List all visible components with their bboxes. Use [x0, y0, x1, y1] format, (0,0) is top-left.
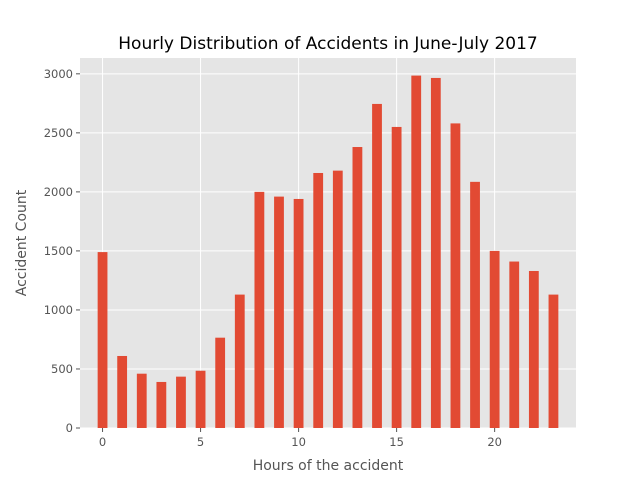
- y-tick-label: 1500: [44, 244, 73, 258]
- bar-hour-23: [548, 294, 559, 428]
- y-tick-label: 500: [51, 362, 73, 376]
- x-tick-label: 20: [487, 435, 502, 449]
- bar-hour-22: [528, 270, 539, 428]
- y-axis-label: Accident Count: [14, 189, 30, 296]
- bar-hour-19: [470, 181, 480, 428]
- bar-hour-15: [391, 126, 402, 429]
- y-tick-label: 3000: [44, 67, 73, 81]
- tick-layer: 0 500 1000 1500 2000 2500 3000 0 5 10 15 20: [44, 67, 502, 449]
- bar-hour-6: [215, 337, 226, 428]
- bar-hour-21: [509, 261, 520, 428]
- x-tick-label: 0: [99, 435, 106, 449]
- bar-hour-13: [352, 147, 363, 429]
- bar-hour-18: [450, 123, 461, 428]
- plot-area: [80, 58, 576, 428]
- bar-hour-8: [254, 191, 265, 428]
- bar-hour-3: [156, 381, 167, 428]
- chart-title: Hourly Distribution of Accidents in June…: [118, 34, 537, 54]
- bar-hour-4: [176, 376, 186, 428]
- bar-hour-20: [489, 250, 500, 428]
- x-axis-label: Hours of the accident: [253, 458, 404, 474]
- bar-hour-16: [411, 75, 422, 428]
- bar-hour-2: [136, 373, 147, 428]
- bar-hour-0: [97, 252, 108, 428]
- y-tick-label: 2500: [44, 126, 73, 140]
- bar-hour-12: [332, 170, 343, 429]
- x-tick-label: 5: [197, 435, 204, 449]
- y-tick-label: 0: [66, 421, 73, 435]
- bar-hour-11: [313, 172, 324, 428]
- bar-hour-10: [293, 198, 304, 428]
- bar-layer: [97, 75, 559, 429]
- bar-hour-5: [195, 370, 206, 428]
- bar-hour-7: [234, 294, 245, 428]
- y-tick-label: 1000: [44, 303, 73, 317]
- bar-hour-9: [274, 196, 284, 428]
- y-tick-label: 2000: [44, 185, 73, 199]
- bar-hour-17: [430, 77, 441, 428]
- bar-hour-14: [372, 103, 382, 428]
- bar-hour-1: [117, 355, 128, 428]
- x-tick-label: 10: [291, 435, 306, 449]
- x-tick-label: 15: [389, 435, 404, 449]
